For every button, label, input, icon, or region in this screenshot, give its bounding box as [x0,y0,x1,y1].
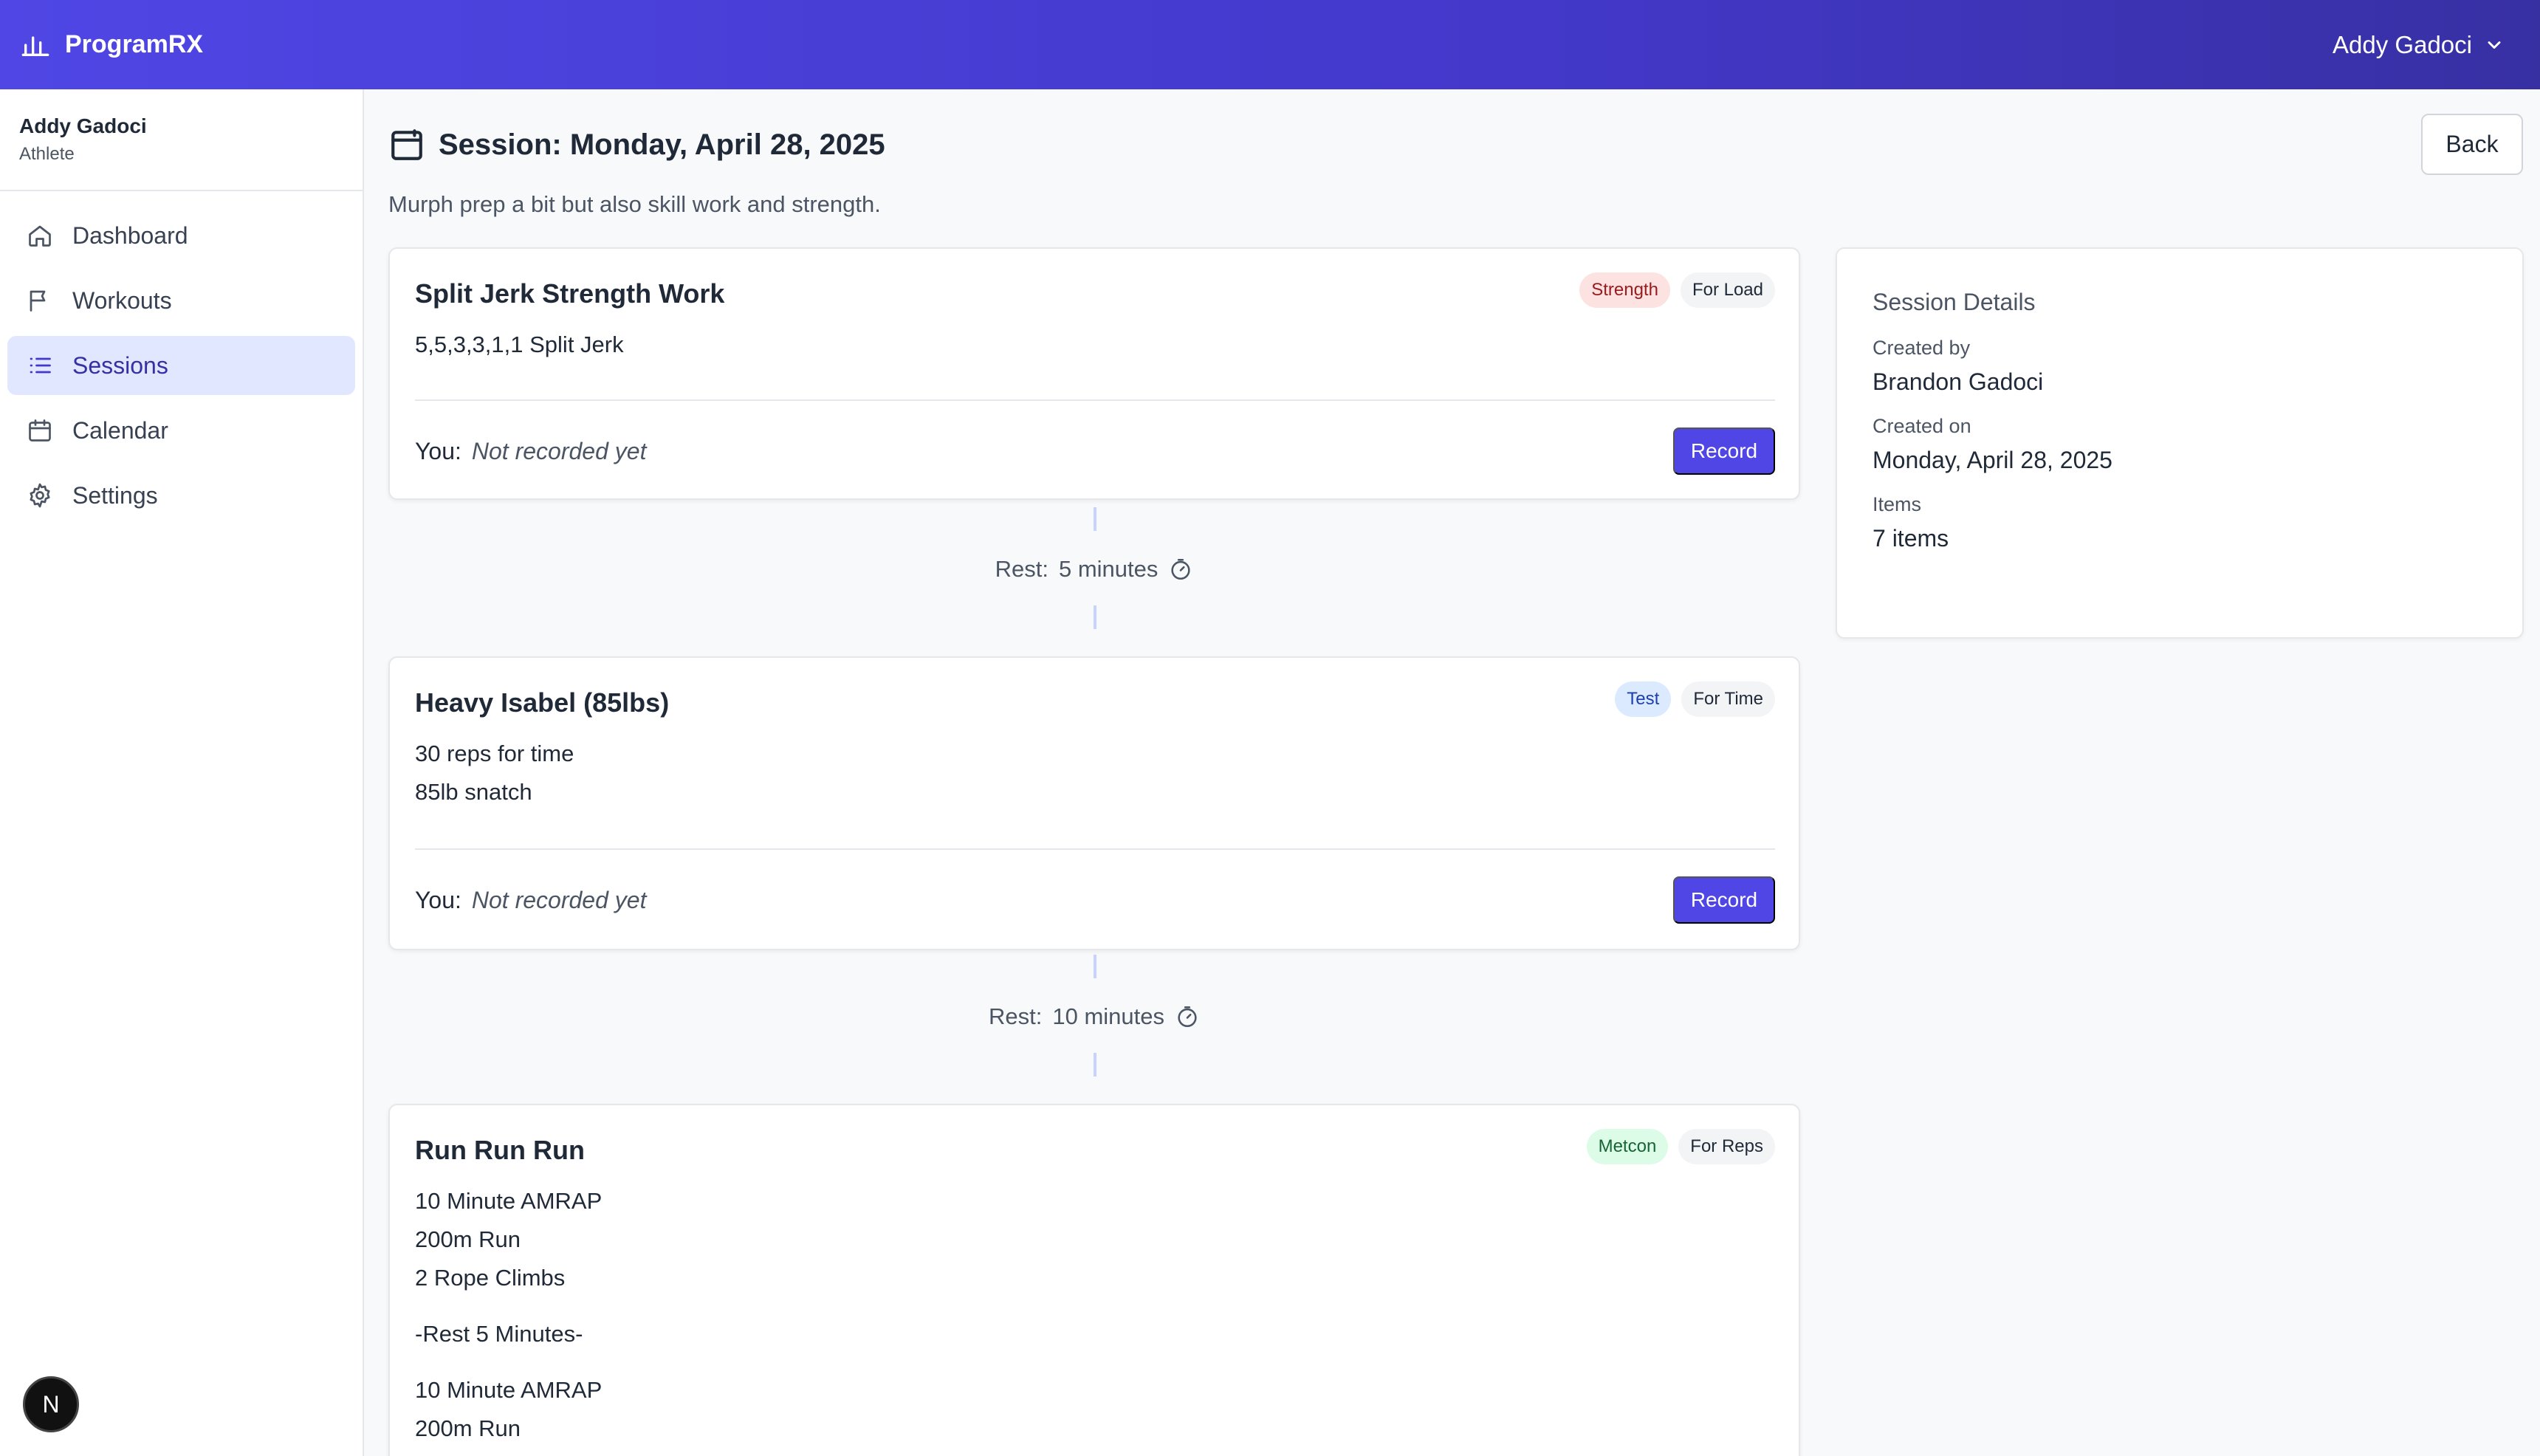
list-icon [30,357,51,374]
sidebar-item-dashboard[interactable]: Dashboard [7,206,355,265]
description-line: 200m Run [415,1226,521,1252]
home-icon [29,225,51,247]
sidebar-item-calendar[interactable]: Calendar [7,401,355,460]
description-line: -Rest 5 Minutes- [415,1321,583,1347]
flag-icon [30,290,46,312]
stopwatch-icon [1178,1006,1197,1028]
sidebar-item-label: Workouts [72,286,172,314]
card-title: Split Jerk Strength Work [415,278,725,309]
user-menu-label: Addy Gadoci [2333,30,2472,58]
sidebar-item-label: Settings [72,481,158,509]
card-badges: Strength For Load [1579,272,1775,308]
sidebar-item-label: Sessions [72,351,168,379]
user-menu[interactable]: Addy Gadoci [2333,31,2505,59]
brand[interactable]: ProgramRX [21,30,203,60]
sidebar-nav: Dashboard Workouts Sessions Calendar Set… [0,191,363,546]
description-line: 10 Minute AMRAP [415,1377,603,1403]
sidebar-profile: Addy Gadoci Athlete [0,89,363,191]
profile-name: Addy Gadoci [19,114,147,137]
details-heading: Session Details [1873,289,2036,315]
card-title: Heavy Isabel (85lbs) [415,687,670,718]
app-name: ProgramRX [65,30,204,58]
session-item-card: Heavy Isabel (85lbs) Test For Time 30 re… [388,656,1800,950]
sidebar-item-settings[interactable]: Settings [7,466,355,525]
created-on-value: Monday, April 28, 2025 [1873,447,2112,473]
bar-chart-icon [21,35,49,56]
result-text: You: Not recorded yet [415,438,646,465]
card-title: Run Run Run [415,1135,585,1165]
category-badge: Test [1615,681,1672,717]
created-by-value: Brandon Gadoci [1873,368,2044,395]
session-item-card: Run Run Run Metcon For Reps 10 Minute AM… [388,1104,1800,1456]
rest-divider: Rest: 5 minutes [388,507,1800,630]
session-details-panel: Session Details Created by Brandon Gadoc… [1836,247,2524,639]
card-footer: You: Not recorded yet Record [415,848,1775,950]
card-description: 10 Minute AMRAP 200m Run 2 Rope Climbs -… [415,1182,602,1448]
session-item-card: Split Jerk Strength Work Strength For Lo… [388,247,1800,500]
record-button[interactable]: Record [1673,427,1775,475]
back-button[interactable]: Back [2421,114,2523,175]
calendar-icon [29,419,51,442]
sidebar-item-label: Dashboard [72,222,188,249]
rest-label-text: Rest: [989,1003,1043,1029]
sidebar-item-workouts[interactable]: Workouts [7,271,355,330]
rest-divider: Rest: 10 minutes [388,955,1800,1077]
connector-line [1094,605,1096,629]
description-line: 200m Run [415,1415,521,1441]
top-bar: ProgramRX Addy Gadoci [0,0,2540,89]
sidebar: Addy Gadoci Athlete Dashboard Workouts S… [0,89,364,1456]
spacer [415,1353,602,1371]
description-line: 30 reps for time [415,741,574,766]
card-badges: Metcon For Reps [1586,1129,1775,1164]
scoring-badge: For Load [1680,272,1775,308]
rest-label-text: Rest: [995,556,1048,582]
connector-line [1094,1053,1096,1076]
description-line: 5,5,3,3,1,1 Split Jerk [415,332,624,357]
rest-value: 10 minutes [1052,1003,1164,1029]
rest-label: Rest: 10 minutes [388,1003,1800,1030]
result-text: You: Not recorded yet [415,887,646,914]
description-line: 85lb snatch [415,779,532,805]
rest-value: 5 minutes [1058,556,1159,582]
gear-icon [30,483,50,508]
dev-badge[interactable]: N [23,1376,79,1432]
chevron-down-icon [2488,41,2501,49]
created-on-label: Created on [1873,415,1971,437]
profile-role: Athlete [19,144,75,164]
description-line: 2 Rope Climbs [415,1265,566,1291]
sidebar-item-sessions[interactable]: Sessions [7,336,355,395]
result-value: Not recorded yet [471,437,647,464]
card-description: 30 reps for time 85lb snatch [415,735,574,811]
category-badge: Strength [1579,272,1670,308]
you-label: You: [415,886,461,913]
result-value: Not recorded yet [471,886,647,913]
calendar-icon [391,129,422,160]
card-footer: You: Not recorded yet Record [415,399,1775,501]
you-label: You: [415,437,461,464]
page-description: Murph prep a bit but also skill work and… [388,191,881,217]
rest-label: Rest: 5 minutes [388,556,1800,583]
items-value: 7 items [1873,525,1949,552]
scoring-badge: For Reps [1678,1129,1775,1164]
card-badges: Test For Time [1615,681,1775,717]
record-button[interactable]: Record [1673,876,1775,924]
page-header: Session: Monday, April 28, 2025 [388,126,885,163]
connector-line [1094,507,1096,531]
description-line: 10 Minute AMRAP [415,1188,603,1214]
spacer [415,1297,602,1315]
items-label: Items [1873,493,1922,515]
connector-line [1094,955,1096,978]
category-badge: Metcon [1586,1129,1669,1164]
page-title: Session: Monday, April 28, 2025 [439,128,885,161]
sidebar-item-label: Calendar [72,416,168,444]
scoring-badge: For Time [1681,681,1775,717]
card-description: 5,5,3,3,1,1 Split Jerk [415,326,624,364]
created-by-label: Created by [1873,337,1971,359]
stopwatch-icon [1171,558,1190,580]
